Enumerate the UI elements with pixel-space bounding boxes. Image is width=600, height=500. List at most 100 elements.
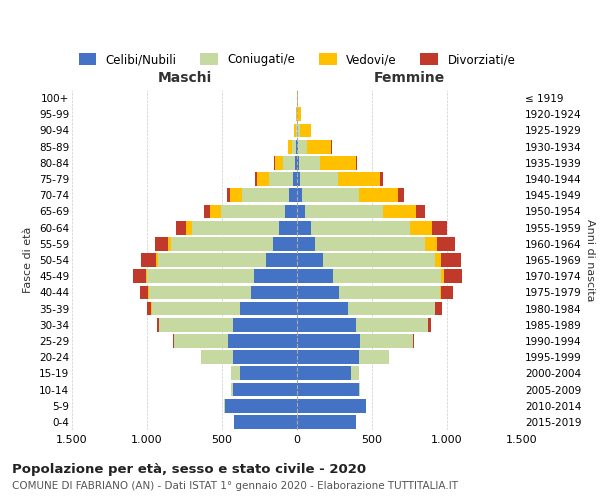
Bar	[155, 237, 168, 250]
Bar	[283, 156, 295, 170]
Bar	[297, 399, 366, 412]
Bar	[305, 204, 383, 218]
Bar	[173, 334, 174, 348]
Bar	[297, 204, 305, 218]
Bar	[441, 270, 444, 283]
Text: COMUNE DI FABRIANO (AN) - Dati ISTAT 1° gennaio 2020 - Elaborazione TUTTITALIA.I: COMUNE DI FABRIANO (AN) - Dati ISTAT 1° …	[12, 481, 458, 491]
Bar	[297, 286, 339, 300]
Bar	[300, 172, 337, 186]
Bar	[146, 270, 147, 283]
Bar	[296, 140, 297, 153]
Bar	[295, 124, 296, 138]
Bar	[147, 270, 254, 283]
Bar	[339, 286, 439, 300]
Bar	[435, 253, 441, 267]
Bar	[320, 156, 355, 170]
Bar	[315, 237, 425, 250]
Bar	[297, 253, 323, 267]
Bar	[275, 156, 283, 170]
Bar	[210, 204, 221, 218]
Bar	[355, 318, 427, 332]
Bar	[257, 172, 269, 186]
Bar	[383, 204, 416, 218]
Bar	[297, 140, 298, 153]
Bar	[227, 188, 230, 202]
Bar	[380, 172, 383, 186]
Bar	[298, 140, 307, 153]
Bar	[269, 172, 293, 186]
Bar	[297, 108, 298, 121]
Bar	[192, 220, 279, 234]
Bar	[323, 253, 435, 267]
Bar	[251, 286, 297, 300]
Bar	[254, 270, 297, 283]
Bar	[416, 204, 425, 218]
Bar	[297, 156, 299, 170]
Bar	[311, 220, 409, 234]
Bar	[159, 318, 233, 332]
Bar	[285, 204, 297, 218]
Bar	[444, 270, 462, 283]
Bar	[288, 140, 292, 153]
Legend: Celibi/Nubili, Coniugati/e, Vedovi/e, Divorziati/e: Celibi/Nubili, Coniugati/e, Vedovi/e, Di…	[74, 48, 520, 71]
Bar	[233, 318, 297, 332]
Bar	[409, 220, 432, 234]
Bar	[157, 253, 265, 267]
Bar	[204, 204, 210, 218]
Bar	[230, 188, 242, 202]
Bar	[293, 172, 297, 186]
Bar	[255, 172, 257, 186]
Bar	[432, 220, 447, 234]
Bar	[149, 286, 251, 300]
Bar	[233, 382, 297, 396]
Bar	[147, 302, 151, 316]
Bar	[292, 140, 296, 153]
Bar	[297, 188, 302, 202]
Bar	[297, 366, 351, 380]
Bar	[231, 382, 233, 396]
Bar	[437, 237, 455, 250]
Bar	[151, 302, 240, 316]
Bar	[298, 108, 301, 121]
Bar	[425, 237, 437, 250]
Bar	[186, 220, 192, 234]
Bar	[337, 172, 380, 186]
Bar	[234, 415, 297, 429]
Bar	[333, 270, 441, 283]
Bar	[228, 334, 297, 348]
Bar	[168, 237, 171, 250]
Bar	[174, 334, 228, 348]
Bar	[413, 334, 414, 348]
Bar	[355, 156, 357, 170]
Bar	[398, 188, 404, 202]
Text: Maschi: Maschi	[157, 71, 212, 85]
Bar	[297, 220, 311, 234]
Bar	[297, 415, 355, 429]
Bar	[157, 318, 159, 332]
Bar	[439, 286, 440, 300]
Bar	[156, 253, 157, 267]
Bar	[441, 253, 461, 267]
Bar	[295, 156, 297, 170]
Bar	[240, 302, 297, 316]
Bar	[360, 334, 413, 348]
Y-axis label: Fasce di età: Fasce di età	[23, 227, 34, 293]
Bar	[359, 188, 398, 202]
Bar	[297, 382, 359, 396]
Bar	[359, 382, 360, 396]
Bar	[240, 366, 297, 380]
Bar	[133, 270, 146, 283]
Bar	[359, 350, 389, 364]
Bar	[297, 334, 360, 348]
Bar	[307, 140, 331, 153]
Bar	[231, 366, 240, 380]
Bar	[297, 172, 300, 186]
Bar	[273, 237, 297, 250]
Bar	[171, 237, 273, 250]
Bar	[301, 124, 311, 138]
Bar	[176, 220, 186, 234]
Bar	[297, 318, 355, 332]
Bar	[440, 286, 453, 300]
Bar	[297, 237, 315, 250]
Bar	[265, 253, 297, 267]
